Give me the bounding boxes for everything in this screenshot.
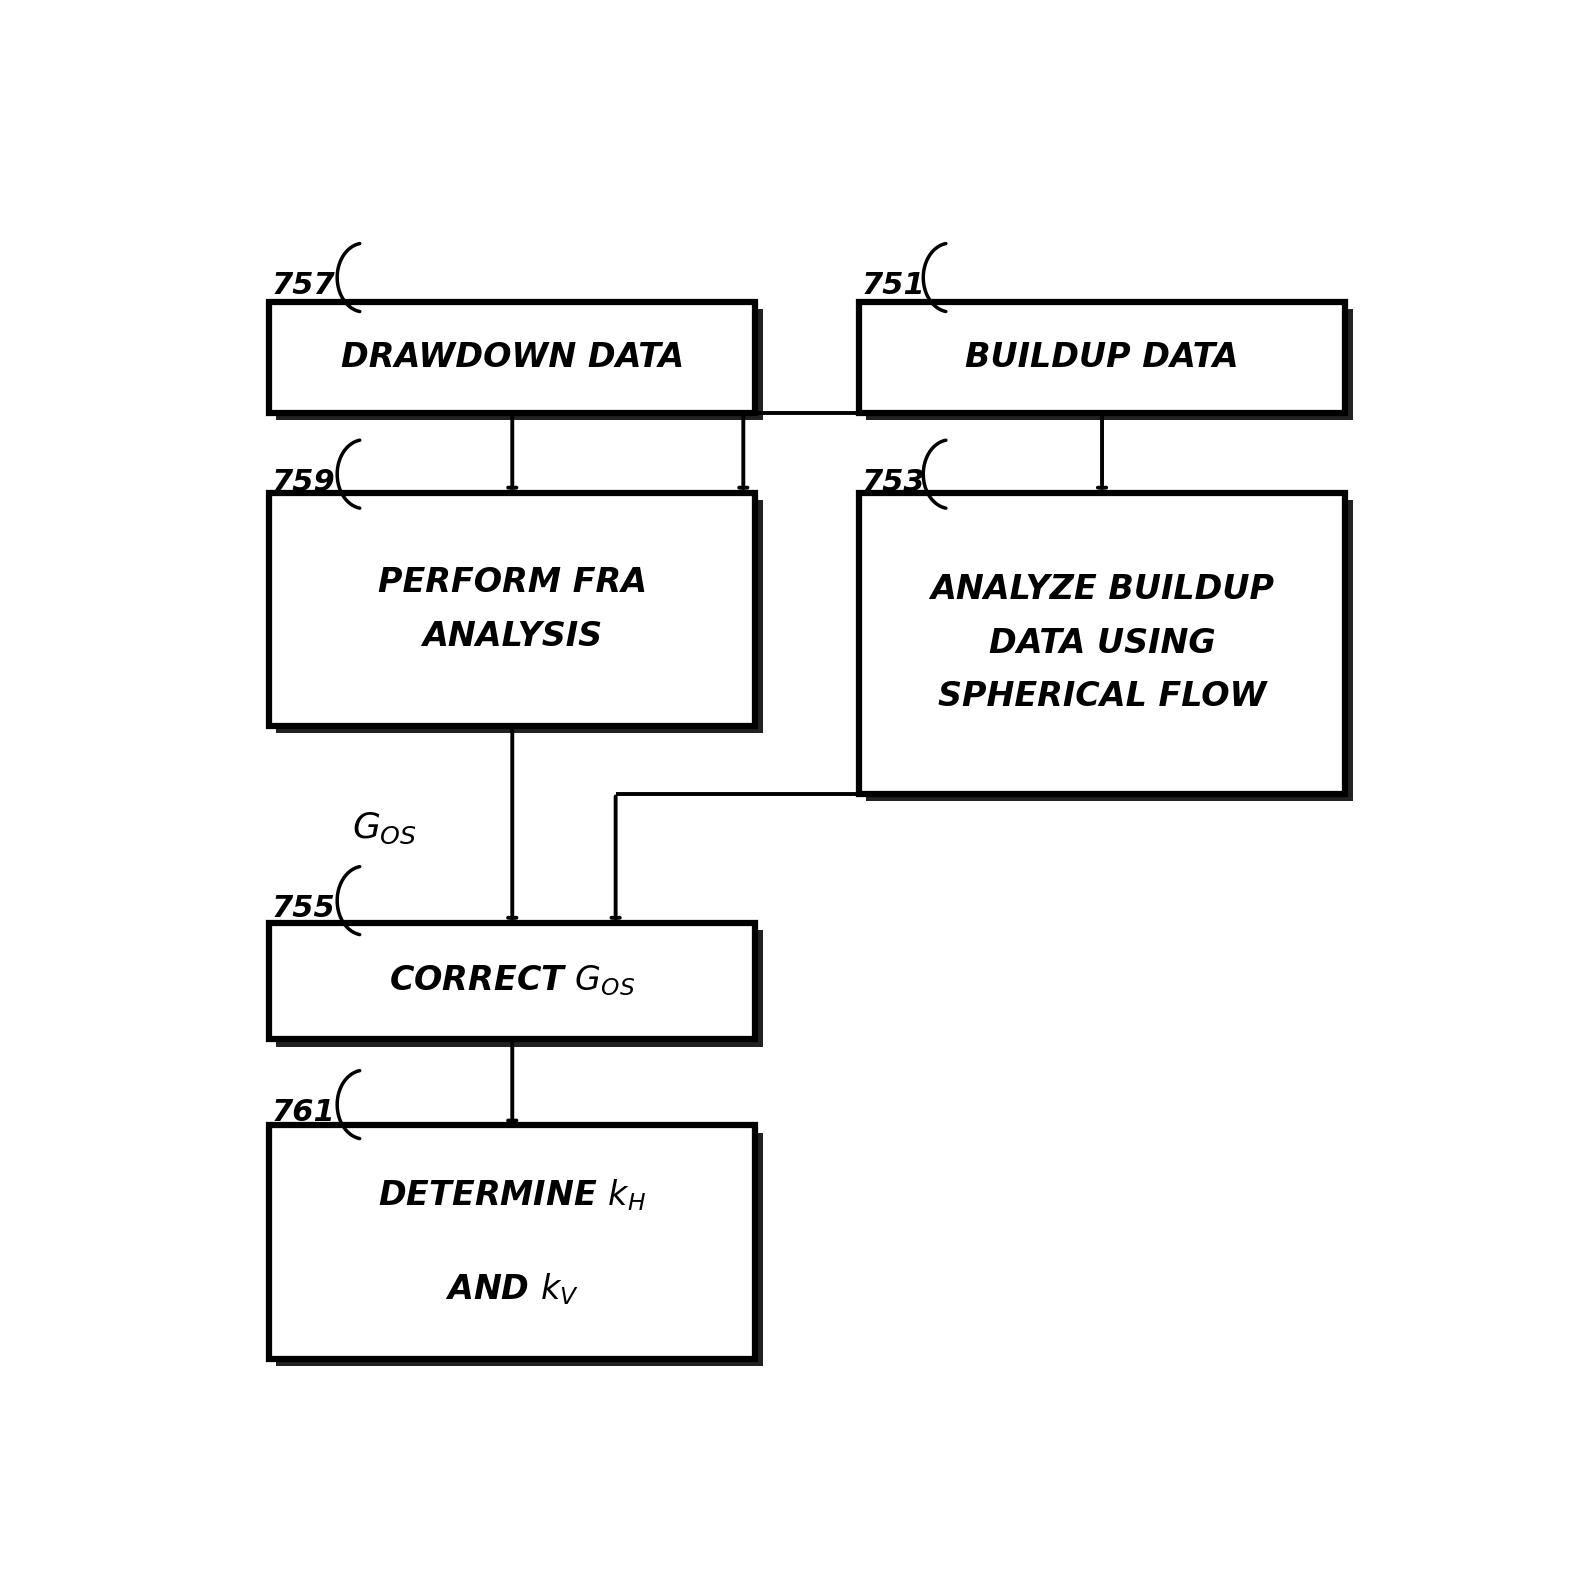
Text: 751: 751 [861,271,926,300]
FancyBboxPatch shape [866,310,1352,420]
FancyBboxPatch shape [858,302,1345,413]
FancyBboxPatch shape [276,930,763,1047]
FancyBboxPatch shape [276,500,763,734]
Text: 759: 759 [271,468,336,496]
Text: DETERMINE $k_H$: DETERMINE $k_H$ [378,1178,646,1213]
Text: BUILDUP DATA: BUILDUP DATA [965,342,1240,373]
Text: DRAWDOWN DATA: DRAWDOWN DATA [340,342,684,373]
Text: CORRECT $G_{OS}$: CORRECT $G_{OS}$ [389,964,635,999]
FancyBboxPatch shape [270,493,756,726]
FancyBboxPatch shape [276,310,763,420]
FancyBboxPatch shape [270,302,756,413]
FancyBboxPatch shape [270,1125,756,1360]
Text: ANALYZE BUILDUP
DATA USING
SPHERICAL FLOW: ANALYZE BUILDUP DATA USING SPHERICAL FLO… [930,573,1274,713]
Text: PERFORM FRA
ANALYSIS: PERFORM FRA ANALYSIS [378,567,646,653]
FancyBboxPatch shape [866,500,1352,801]
FancyBboxPatch shape [270,922,756,1039]
Text: AND $k_V$: AND $k_V$ [446,1270,579,1307]
Text: 755: 755 [271,894,336,924]
FancyBboxPatch shape [858,493,1345,793]
Text: 753: 753 [861,468,926,496]
Text: 757: 757 [271,271,336,300]
FancyBboxPatch shape [276,1133,763,1366]
Text: $G_{OS}$: $G_{OS}$ [351,811,417,846]
Text: 761: 761 [271,1098,336,1127]
